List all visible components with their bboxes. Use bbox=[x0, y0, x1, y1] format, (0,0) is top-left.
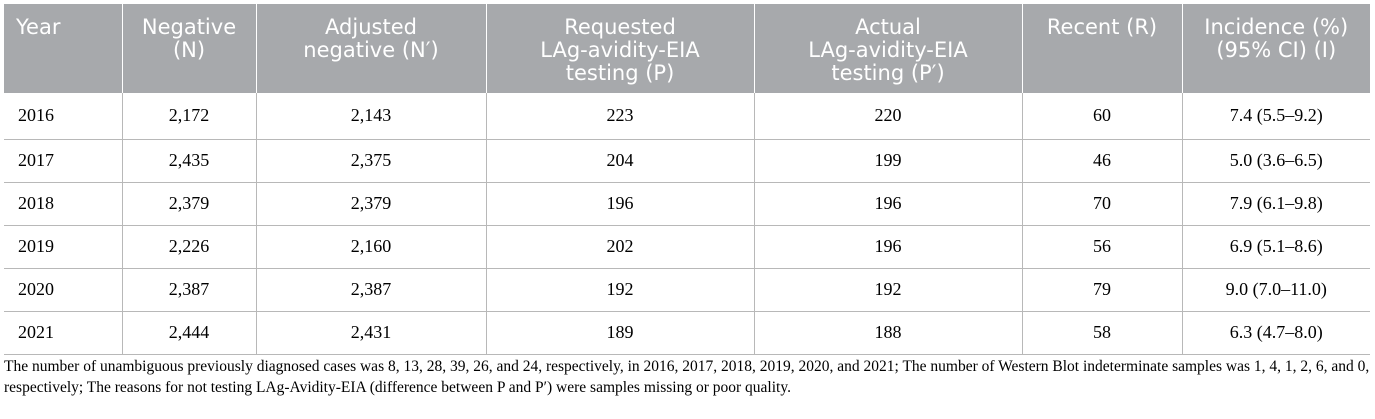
cell-actual: 196 bbox=[754, 182, 1023, 226]
table-row: 2018 2,379 2,379 196 196 70 7.9 (6.1–9.8… bbox=[4, 182, 1370, 226]
header-negative-label: Negative (N) bbox=[141, 15, 237, 62]
cell-incidence: 6.9 (5.1–8.6) bbox=[1182, 225, 1370, 269]
cell-adjusted-negative: 2,379 bbox=[256, 182, 487, 226]
header-recent: Recent (R) bbox=[1022, 4, 1183, 93]
cell-recent: 79 bbox=[1022, 268, 1183, 312]
cell-negative: 2,379 bbox=[122, 182, 257, 226]
cell-negative: 2,435 bbox=[122, 139, 257, 183]
cell-requested: 204 bbox=[486, 139, 755, 183]
table-row: 2016 2,172 2,143 223 220 60 7.4 (5.5–9.2… bbox=[4, 93, 1370, 140]
cell-actual: 220 bbox=[754, 93, 1023, 140]
header-incidence: Incidence (%) (95% CI) (I) bbox=[1182, 4, 1370, 93]
cell-actual: 188 bbox=[754, 311, 1023, 355]
cell-recent: 58 bbox=[1022, 311, 1183, 355]
cell-requested: 202 bbox=[486, 225, 755, 269]
cell-year: 2020 bbox=[4, 268, 123, 312]
table-footnote: The number of unambiguous previously dia… bbox=[4, 358, 1370, 396]
cell-adjusted-negative: 2,160 bbox=[256, 225, 487, 269]
header-year: Year bbox=[4, 4, 123, 93]
cell-incidence: 6.3 (4.7–8.0) bbox=[1182, 311, 1370, 355]
table-row: 2021 2,444 2,431 189 188 58 6.3 (4.7–8.0… bbox=[4, 311, 1370, 355]
cell-actual: 192 bbox=[754, 268, 1023, 312]
cell-requested: 196 bbox=[486, 182, 755, 226]
cell-year: 2018 bbox=[4, 182, 123, 226]
cell-recent: 46 bbox=[1022, 139, 1183, 183]
cell-incidence: 7.4 (5.5–9.2) bbox=[1182, 93, 1370, 140]
header-recent-label: Recent (R) bbox=[1046, 15, 1158, 39]
cell-actual: 196 bbox=[754, 225, 1023, 269]
cell-adjusted-negative: 2,387 bbox=[256, 268, 487, 312]
table-row: 2017 2,435 2,375 204 199 46 5.0 (3.6–6.5… bbox=[4, 139, 1370, 183]
cell-negative: 2,387 bbox=[122, 268, 257, 312]
cell-adjusted-negative: 2,431 bbox=[256, 311, 487, 355]
cell-year: 2021 bbox=[4, 311, 123, 355]
header-adjusted-negative: Adjusted negative (N′) bbox=[256, 4, 487, 93]
cell-incidence: 9.0 (7.0–11.0) bbox=[1182, 268, 1370, 312]
cell-adjusted-negative: 2,375 bbox=[256, 139, 487, 183]
cell-adjusted-negative: 2,143 bbox=[256, 93, 487, 140]
cell-requested: 223 bbox=[486, 93, 755, 140]
header-adjusted-negative-label: Adjusted negative (N′) bbox=[303, 15, 439, 62]
cell-recent: 60 bbox=[1022, 93, 1183, 140]
table-row: 2020 2,387 2,387 192 192 79 9.0 (7.0–11.… bbox=[4, 268, 1370, 312]
header-year-label: Year bbox=[16, 15, 61, 39]
cell-year: 2019 bbox=[4, 225, 123, 269]
header-row: Year Negative (N) Adjusted negative (N′) R… bbox=[4, 4, 1370, 93]
data-table-container: Year Negative (N) Adjusted negative (N′) R… bbox=[4, 4, 1370, 355]
header-actual-testing: Actual LAg-avidity-EIA testing (P′) bbox=[754, 4, 1023, 93]
cell-year: 2017 bbox=[4, 139, 123, 183]
cell-requested: 192 bbox=[486, 268, 755, 312]
header-negative: Negative (N) bbox=[122, 4, 257, 93]
cell-negative: 2,226 bbox=[122, 225, 257, 269]
cell-incidence: 7.9 (6.1–9.8) bbox=[1182, 182, 1370, 226]
table-row: 2019 2,226 2,160 202 196 56 6.9 (5.1–8.6… bbox=[4, 225, 1370, 269]
cell-year: 2016 bbox=[4, 93, 123, 140]
header-actual-testing-label: Actual LAg-avidity-EIA testing (P′) bbox=[808, 15, 968, 85]
header-incidence-label: Incidence (%) (95% CI) (I) bbox=[1204, 15, 1349, 62]
incidence-table: Year Negative (N) Adjusted negative (N′) R… bbox=[4, 4, 1370, 355]
header-requested-testing: Requested LAg-avidity-EIA testing (P) bbox=[486, 4, 755, 93]
cell-negative: 2,444 bbox=[122, 311, 257, 355]
cell-recent: 70 bbox=[1022, 182, 1183, 226]
cell-incidence: 5.0 (3.6–6.5) bbox=[1182, 139, 1370, 183]
cell-negative: 2,172 bbox=[122, 93, 257, 140]
header-requested-testing-label: Requested LAg-avidity-EIA testing (P) bbox=[540, 15, 700, 85]
cell-recent: 56 bbox=[1022, 225, 1183, 269]
cell-requested: 189 bbox=[486, 311, 755, 355]
cell-actual: 199 bbox=[754, 139, 1023, 183]
